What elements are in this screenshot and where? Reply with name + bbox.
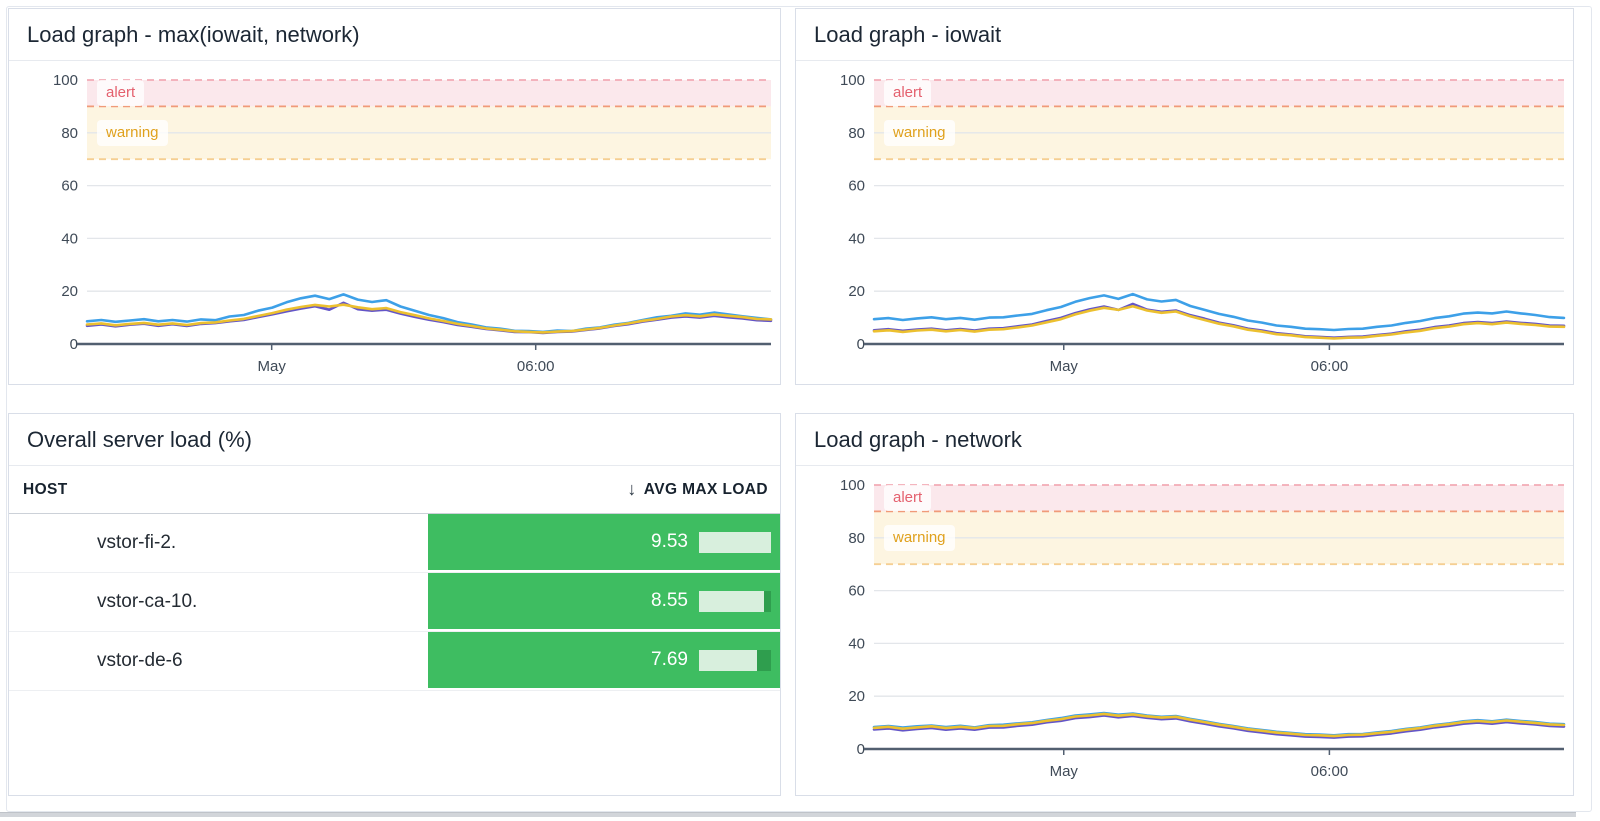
panel-title-load-network: Load graph - network (796, 414, 1573, 466)
chart-load-network[interactable]: 0 20 40 60 80 100 May 06:00 alert warning (796, 466, 1573, 795)
panel-load-max: Load graph - max(iowait, network) 0 20 40 6… (8, 8, 781, 385)
svg-text:06:00: 06:00 (1311, 763, 1349, 780)
svg-text:60: 60 (61, 178, 78, 195)
load-mini-bar-fill (699, 649, 758, 671)
panel-title-load-iowait: Load graph - iowait (796, 9, 1573, 61)
column-header-avg-max-load-label: AVG MAX LOAD (643, 480, 768, 498)
load-cell: 9.53 (428, 514, 780, 570)
load-mini-bar (699, 649, 771, 671)
load-mini-bar (699, 590, 771, 612)
horizontal-scrollbar[interactable] (0, 812, 1576, 817)
load-mini-bar-fill (699, 590, 764, 612)
svg-text:100: 100 (840, 477, 865, 494)
panel-title-server-load: Overall server load (%) (9, 414, 780, 466)
host-cell[interactable]: vstor-de-6 (97, 650, 183, 671)
column-header-avg-max-load[interactable]: ↓ AVG MAX LOAD (627, 479, 780, 500)
svg-text:06:00: 06:00 (517, 358, 555, 375)
svg-text:40: 40 (61, 230, 78, 247)
panel-title-load-max: Load graph - max(iowait, network) (9, 9, 780, 61)
svg-text:May: May (1050, 763, 1079, 780)
sort-descending-icon[interactable]: ↓ (627, 479, 637, 499)
svg-text:0: 0 (857, 336, 865, 353)
svg-text:0: 0 (70, 336, 78, 353)
chart-load-max[interactable]: 0 20 40 60 80 100 May 06:00 alert warning (9, 61, 780, 384)
warning-band-label: warning (884, 119, 955, 146)
svg-text:40: 40 (848, 230, 865, 247)
svg-text:80: 80 (61, 125, 78, 142)
svg-text:100: 100 (840, 72, 865, 89)
alert-band-label: alert (884, 485, 932, 512)
panel-load-network: Load graph - network 0 20 40 60 80 100 May 06:0… (795, 413, 1574, 796)
svg-text:80: 80 (848, 125, 865, 142)
panel-server-load: Overall server load (%) HOST ↓ AVG MAX L… (8, 413, 781, 796)
svg-text:20: 20 (848, 688, 865, 705)
table-row[interactable]: vstor-de-6 7.69 (9, 632, 780, 691)
svg-text:60: 60 (848, 178, 865, 195)
load-value: 8.55 (651, 590, 688, 611)
alert-band-label: alert (884, 80, 932, 107)
svg-text:40: 40 (848, 635, 865, 652)
load-mini-bar-fill (699, 531, 771, 553)
warning-band-label: warning (884, 524, 955, 551)
load-cell: 7.69 (428, 632, 780, 688)
svg-text:20: 20 (848, 283, 865, 300)
svg-text:0: 0 (857, 741, 865, 758)
column-header-host[interactable]: HOST (23, 480, 68, 498)
host-cell[interactable]: vstor-fi-2. (97, 532, 177, 553)
warning-band-label: warning (97, 119, 168, 146)
chart-load-iowait[interactable]: 0 20 40 60 80 100 May 06:00 alert warning (796, 61, 1573, 384)
alert-band-label: alert (97, 80, 145, 107)
svg-text:May: May (1050, 358, 1079, 375)
svg-text:80: 80 (848, 530, 865, 547)
panel-load-iowait: Load graph - iowait 0 20 40 60 80 100 May 06:00… (795, 8, 1574, 385)
load-value: 9.53 (651, 531, 688, 552)
load-value: 7.69 (651, 649, 688, 670)
table-row[interactable]: vstor-fi-2. 9.53 (9, 514, 780, 573)
load-mini-bar (699, 531, 771, 553)
table-body: vstor-fi-2. 9.53 vstor-ca-10. 8.55 vstor-de-… (9, 514, 780, 691)
svg-text:May: May (258, 358, 287, 375)
svg-text:06:00: 06:00 (1311, 358, 1349, 375)
host-cell[interactable]: vstor-ca-10. (97, 591, 198, 612)
load-cell: 8.55 (428, 573, 780, 629)
svg-text:20: 20 (61, 283, 78, 300)
svg-text:60: 60 (848, 583, 865, 600)
table-header: HOST ↓ AVG MAX LOAD (9, 466, 780, 514)
svg-text:100: 100 (53, 72, 78, 89)
table-row[interactable]: vstor-ca-10. 8.55 (9, 573, 780, 632)
